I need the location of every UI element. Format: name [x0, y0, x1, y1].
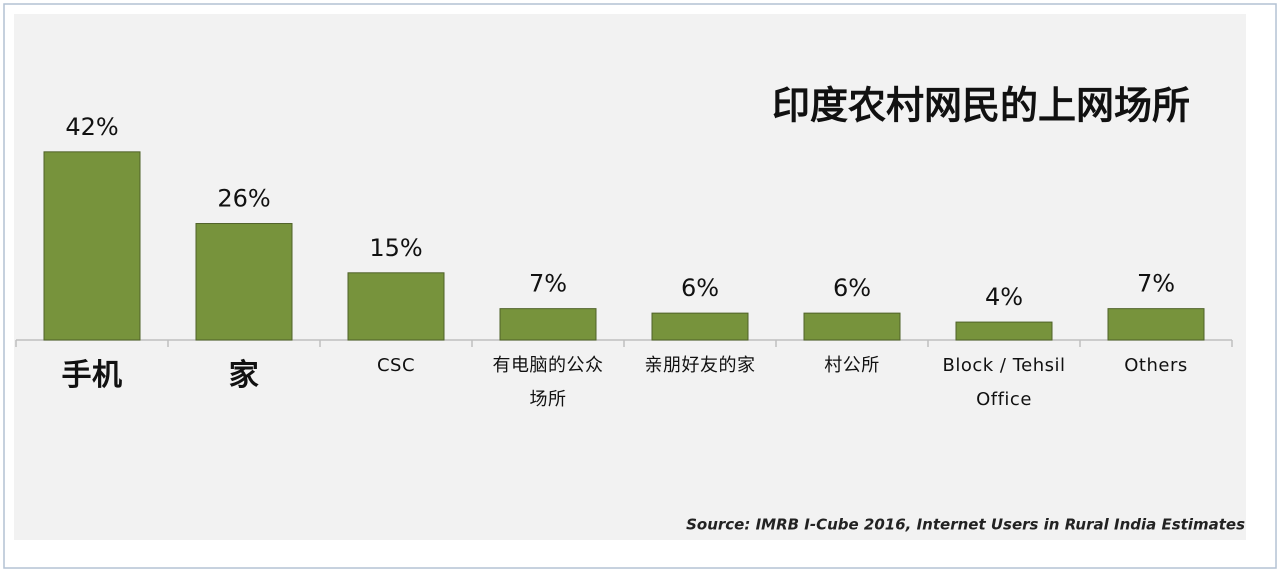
value-label: 6%: [681, 274, 719, 302]
value-label: 6%: [833, 274, 871, 302]
x-tick-label: 家: [228, 358, 260, 393]
x-tick-label: 手机: [61, 358, 123, 393]
source-note: Source: IMRB I-Cube 2016, Internet Users…: [686, 516, 1245, 534]
bar: [499, 308, 597, 341]
bar: [43, 151, 141, 341]
bar: [347, 272, 445, 341]
frame: [3, 3, 1277, 569]
value-label: 7%: [1137, 270, 1175, 298]
x-tick-label: 有电脑的公众场所: [492, 355, 604, 410]
value-label: 42%: [65, 113, 118, 141]
x-tick-label: 亲朋好友的家: [644, 355, 756, 376]
value-label: 15%: [369, 234, 422, 262]
x-tick-label: Block / Tehsil Office: [942, 355, 1066, 410]
bar: [955, 321, 1053, 341]
x-tick-label: 村公所: [824, 355, 880, 376]
value-label: 4%: [985, 283, 1023, 311]
value-label: 7%: [529, 270, 567, 298]
bar: [1107, 308, 1205, 341]
bar: [195, 223, 293, 341]
bar: [651, 312, 749, 341]
chart-title: 印度农村网民的上网场所: [772, 84, 1190, 128]
bar: [803, 312, 901, 341]
x-tick-label: Others: [1124, 355, 1188, 376]
x-tick-label: CSC: [376, 355, 416, 376]
value-label: 26%: [217, 185, 270, 213]
